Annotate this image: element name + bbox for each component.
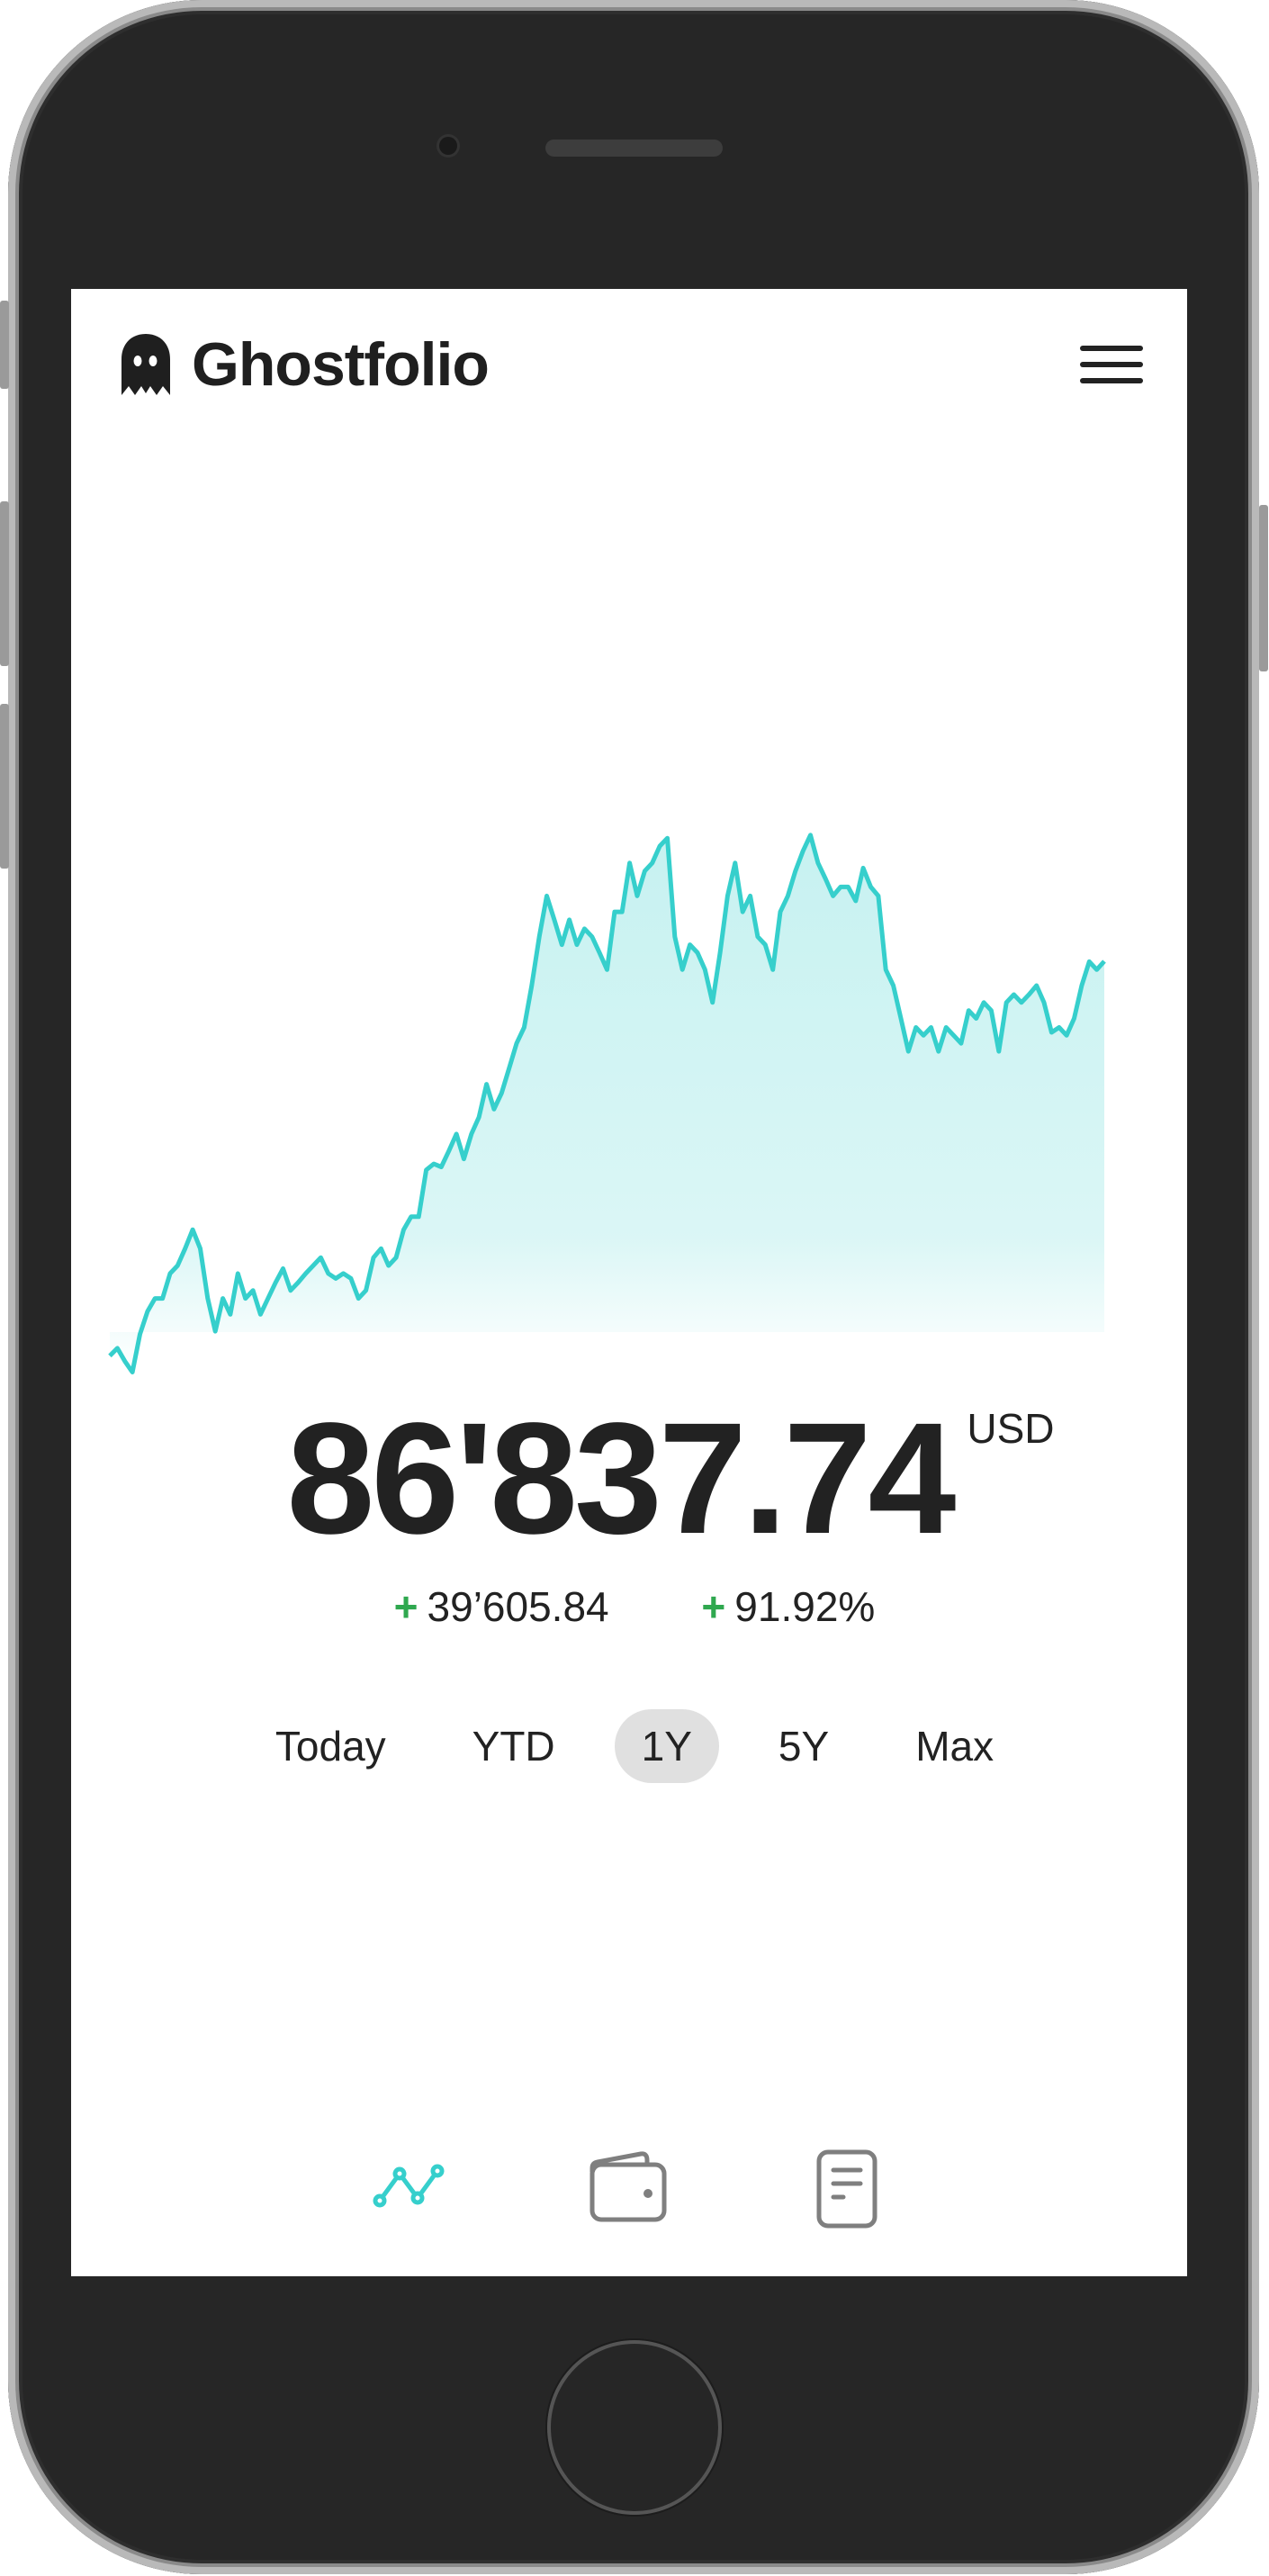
absolute-change-value: 39’605.84 <box>427 1583 609 1630</box>
range-ytd[interactable]: YTD <box>472 1723 555 1770</box>
relative-change: +91.92% <box>701 1582 875 1631</box>
home-button[interactable] <box>547 2340 722 2515</box>
earpiece-speaker <box>545 140 723 157</box>
chart-line <box>108 833 1106 1374</box>
volume-down-button <box>0 704 9 869</box>
portfolio-value: 86'837.74 USD <box>0 1393 1269 1564</box>
total-value: 86'837.74 <box>286 1391 956 1567</box>
brand-logo[interactable]: Ghostfolio <box>120 324 490 405</box>
performance-chart <box>108 833 1106 1374</box>
front-camera <box>439 137 457 155</box>
range-5y[interactable]: 5Y <box>778 1723 830 1770</box>
range-max[interactable]: Max <box>915 1723 994 1770</box>
volume-up-button <box>0 501 9 666</box>
chart-area-fill <box>110 834 1104 1373</box>
currency-label: USD <box>967 1405 1055 1452</box>
absolute-change: +39’605.84 <box>394 1582 609 1631</box>
range-selector: Today YTD 1Y 5Y Max <box>0 1709 1269 1783</box>
brand-name: Ghostfolio <box>192 330 490 399</box>
bottom-nav <box>0 2147 1269 2232</box>
power-button <box>1259 505 1268 671</box>
hamburger-menu-icon[interactable] <box>1078 342 1147 387</box>
document-icon[interactable] <box>804 2147 889 2232</box>
wallet-icon[interactable] <box>587 2147 672 2232</box>
ghost-icon <box>122 334 170 395</box>
mute-switch <box>0 301 9 389</box>
performance-changes: +39’605.84 +91.92% <box>0 1582 1269 1631</box>
relative-change-value: 91.92% <box>734 1583 876 1630</box>
range-1y[interactable]: 1Y <box>614 1709 719 1783</box>
range-today[interactable]: Today <box>274 1723 386 1770</box>
plus-sign: + <box>393 1583 418 1630</box>
plus-sign: + <box>701 1583 726 1630</box>
line-chart-icon[interactable] <box>371 2147 456 2232</box>
